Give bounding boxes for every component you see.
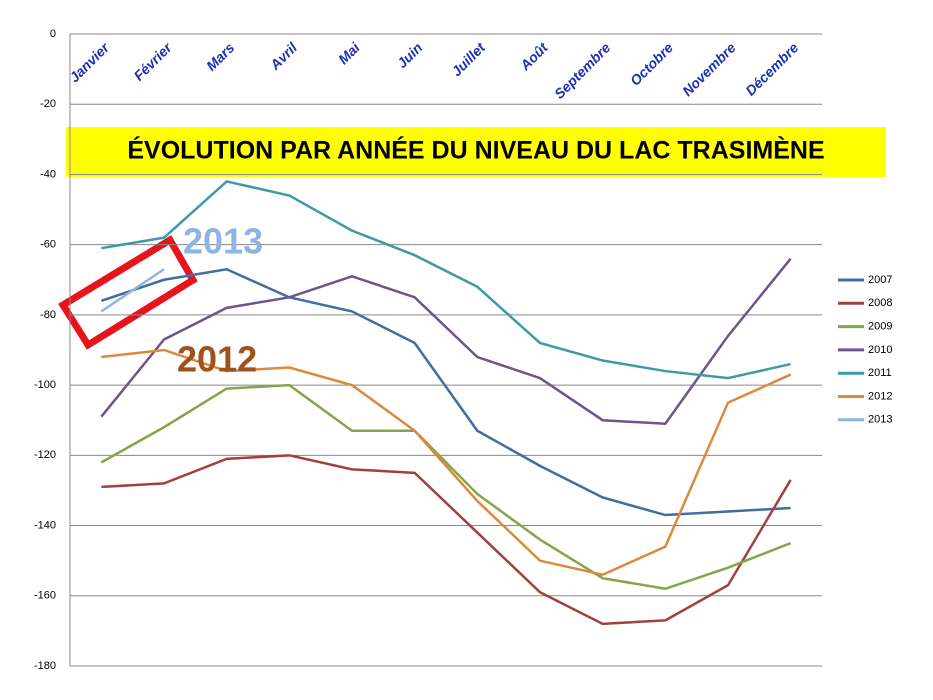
y-tick-label: -100 [34,379,56,391]
x-tick-label: Novembre [679,39,739,99]
x-tick-label: Avril [266,39,301,74]
y-tick-label: -60 [40,239,56,251]
y-tick-label: -180 [34,660,56,672]
series-line [100,267,791,517]
series-line [100,383,792,591]
legend-label: 2011 [868,367,892,379]
y-tick-label: -40 [40,168,56,180]
y-tick-label: -120 [34,449,56,461]
series-line [100,268,165,313]
series-line [100,257,792,426]
x-tick-label: Août [516,38,552,74]
highlight-box [58,235,198,350]
x-tick-label: Octobre [627,39,676,88]
title-box [66,127,886,177]
legend-label: 2012 [868,390,892,402]
x-tick-label: Septembre [551,39,614,102]
legend-label: 2013 [868,414,892,426]
legend-label: 2008 [868,297,892,309]
x-tick-label: Juillet [448,38,489,79]
legend-label: 2010 [868,344,892,356]
x-tick-label: Mars [203,39,238,74]
series-line [101,454,792,626]
x-tick-label: Juin [394,39,426,71]
y-tick-label: -80 [40,309,56,321]
y-tick-label: 0 [50,28,56,40]
y-tick-label: -160 [34,590,56,602]
x-tick-label: Mai [335,39,364,68]
y-tick-label: -140 [34,519,56,531]
x-tick-label: Décembre [742,39,801,98]
y-tick-label: -20 [40,98,56,110]
series-line [101,348,792,577]
legend-label: 2009 [868,321,892,333]
annotation: 2012 [177,339,257,380]
annotation: 2013 [183,221,263,262]
series-line [101,180,791,380]
x-tick-label: Janvier [66,38,113,85]
legend-label: 2007 [868,274,892,286]
x-tick-label: Février [130,38,175,83]
chart-title: ÉVOLUTION PAR ANNÉE DU NIVEAU DU LAC TRA… [127,136,824,165]
